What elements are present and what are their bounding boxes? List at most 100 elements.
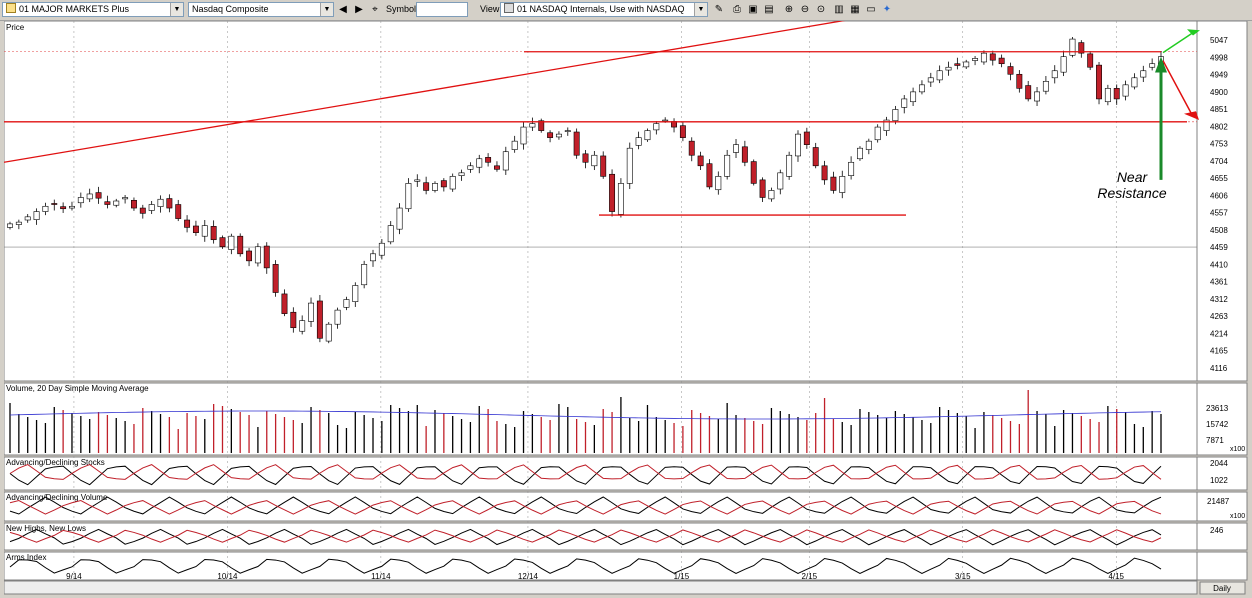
zoom-reset-icon[interactable]: ⊙	[816, 4, 826, 15]
candle-up	[7, 223, 13, 228]
candle-down	[609, 173, 616, 212]
chevron-down-icon[interactable]: ▼	[320, 3, 333, 16]
candle-up	[591, 154, 598, 167]
print-icon[interactable]: ⎙	[733, 4, 741, 15]
chevron-down-icon[interactable]: ▼	[170, 3, 183, 16]
chevron-down-icon[interactable]: ▼	[694, 3, 707, 16]
candle-up	[308, 302, 314, 322]
candle-up	[476, 158, 483, 168]
candle-down	[1078, 42, 1085, 54]
watchlist-combo[interactable]: 01 MAJOR MARKETS Plus ▼	[2, 2, 184, 17]
bars-icon[interactable]: ▥	[834, 4, 844, 15]
next-arrow-icon[interactable]: ▶	[355, 4, 363, 15]
candle-down	[1087, 53, 1094, 68]
window-icon[interactable]: ▭	[866, 4, 876, 15]
prev-arrow-icon[interactable]: ◀	[339, 4, 347, 15]
candle-up	[715, 176, 722, 191]
candle-down	[750, 161, 757, 184]
candle-up	[148, 204, 155, 211]
candle-down	[166, 198, 173, 209]
price-tick-label: 4557	[1210, 209, 1228, 218]
candle-up	[42, 205, 49, 212]
save-icon[interactable]: ▣	[748, 4, 758, 15]
chart-svg: Daily Price Volume, 20 Day Simple Moving…	[3, 6, 1248, 595]
candle-down	[573, 131, 580, 156]
candle-down	[130, 199, 137, 209]
price-tick-label: 4606	[1210, 191, 1228, 200]
symbol-label: Symbol:	[386, 4, 419, 14]
price-tick-label: 4753	[1210, 140, 1228, 149]
indicator-line-red	[9, 499, 1162, 515]
x-axis-label: 2/15	[802, 572, 818, 581]
candle-up	[77, 197, 84, 204]
candle-down	[1113, 88, 1120, 100]
advolume-axis-panel	[1196, 491, 1248, 522]
price-tick-label: 4459	[1210, 243, 1228, 252]
symbol-combo[interactable]: Nasdaq Composite ▼	[188, 2, 334, 17]
x-axis-label: 4/15	[1108, 572, 1124, 581]
paint-icon[interactable]: ✦	[882, 4, 892, 15]
periodicity-button[interactable]	[1199, 581, 1246, 595]
candle-up	[86, 193, 93, 200]
candle-up	[555, 133, 562, 138]
indicator-line-red	[9, 529, 1162, 543]
candle-down	[706, 163, 713, 188]
folder-icon	[6, 3, 16, 13]
candle-down	[210, 226, 217, 241]
highslows-axis-panel	[1196, 522, 1248, 551]
price-tick-label: 5047	[1210, 36, 1228, 45]
candle-up	[910, 91, 917, 103]
candle-up	[396, 207, 403, 230]
candle-up	[529, 123, 536, 128]
view-combo[interactable]: 01 NASDAQ Internals, Use with NASDAQ ▼	[500, 2, 708, 17]
candle-up	[201, 225, 208, 237]
price-tick-label: 4361	[1210, 278, 1228, 287]
chart-edit-icon[interactable]: ✎	[714, 4, 724, 15]
x-axis-label: 3/15	[955, 572, 971, 581]
candle-up	[1051, 70, 1058, 79]
candle-up	[848, 161, 855, 176]
binoculars-icon[interactable]: ⌖	[372, 4, 378, 15]
candle-up	[467, 165, 474, 170]
adstocks-tick: 1022	[1210, 476, 1228, 485]
candle-up	[1149, 63, 1156, 68]
candle-up	[458, 172, 465, 176]
candle-up	[113, 200, 120, 206]
symbol-input[interactable]	[416, 2, 468, 17]
indicator-line-black	[9, 496, 1162, 515]
price-tick-label: 4900	[1210, 88, 1228, 97]
x-axis-label: 11/14	[371, 572, 391, 581]
grid-icon[interactable]: ▦	[850, 4, 860, 15]
candle-up	[564, 130, 571, 132]
annotation-resistance: Resistance	[1097, 185, 1166, 201]
candle-up	[502, 151, 509, 171]
clipboard-icon[interactable]: ▤	[764, 4, 774, 15]
candle-up	[777, 172, 784, 190]
price-tick-label: 4263	[1210, 312, 1228, 321]
candle-up	[1131, 77, 1138, 88]
candle-down	[192, 225, 199, 233]
scrollbar[interactable]	[3, 580, 1198, 595]
candle-up	[1140, 70, 1147, 78]
price-tick-label: 4508	[1210, 226, 1228, 235]
price-tick-label: 4410	[1210, 260, 1228, 269]
candle-down	[51, 203, 58, 205]
advolume-tick: 21487	[1207, 497, 1230, 506]
vol-unit: x100	[1230, 446, 1245, 453]
candle-down	[803, 131, 810, 145]
candle-down	[759, 179, 766, 198]
candle-up	[1042, 81, 1049, 92]
candle-up	[370, 253, 376, 262]
chart-area: Daily Price Volume, 20 Day Simple Moving…	[3, 6, 1249, 595]
price-panel	[3, 20, 1198, 382]
zoom-in-icon[interactable]: ⊕	[784, 4, 794, 15]
candle-down	[219, 237, 226, 248]
candle-up	[927, 77, 934, 83]
candle-down	[688, 140, 695, 156]
zoom-out-icon[interactable]: ⊖	[800, 4, 810, 15]
candle-down	[1007, 66, 1014, 75]
x-axis-label: 12/14	[518, 572, 539, 581]
candle-down	[582, 153, 589, 163]
candle-up	[733, 144, 739, 153]
candle-up	[361, 264, 368, 286]
